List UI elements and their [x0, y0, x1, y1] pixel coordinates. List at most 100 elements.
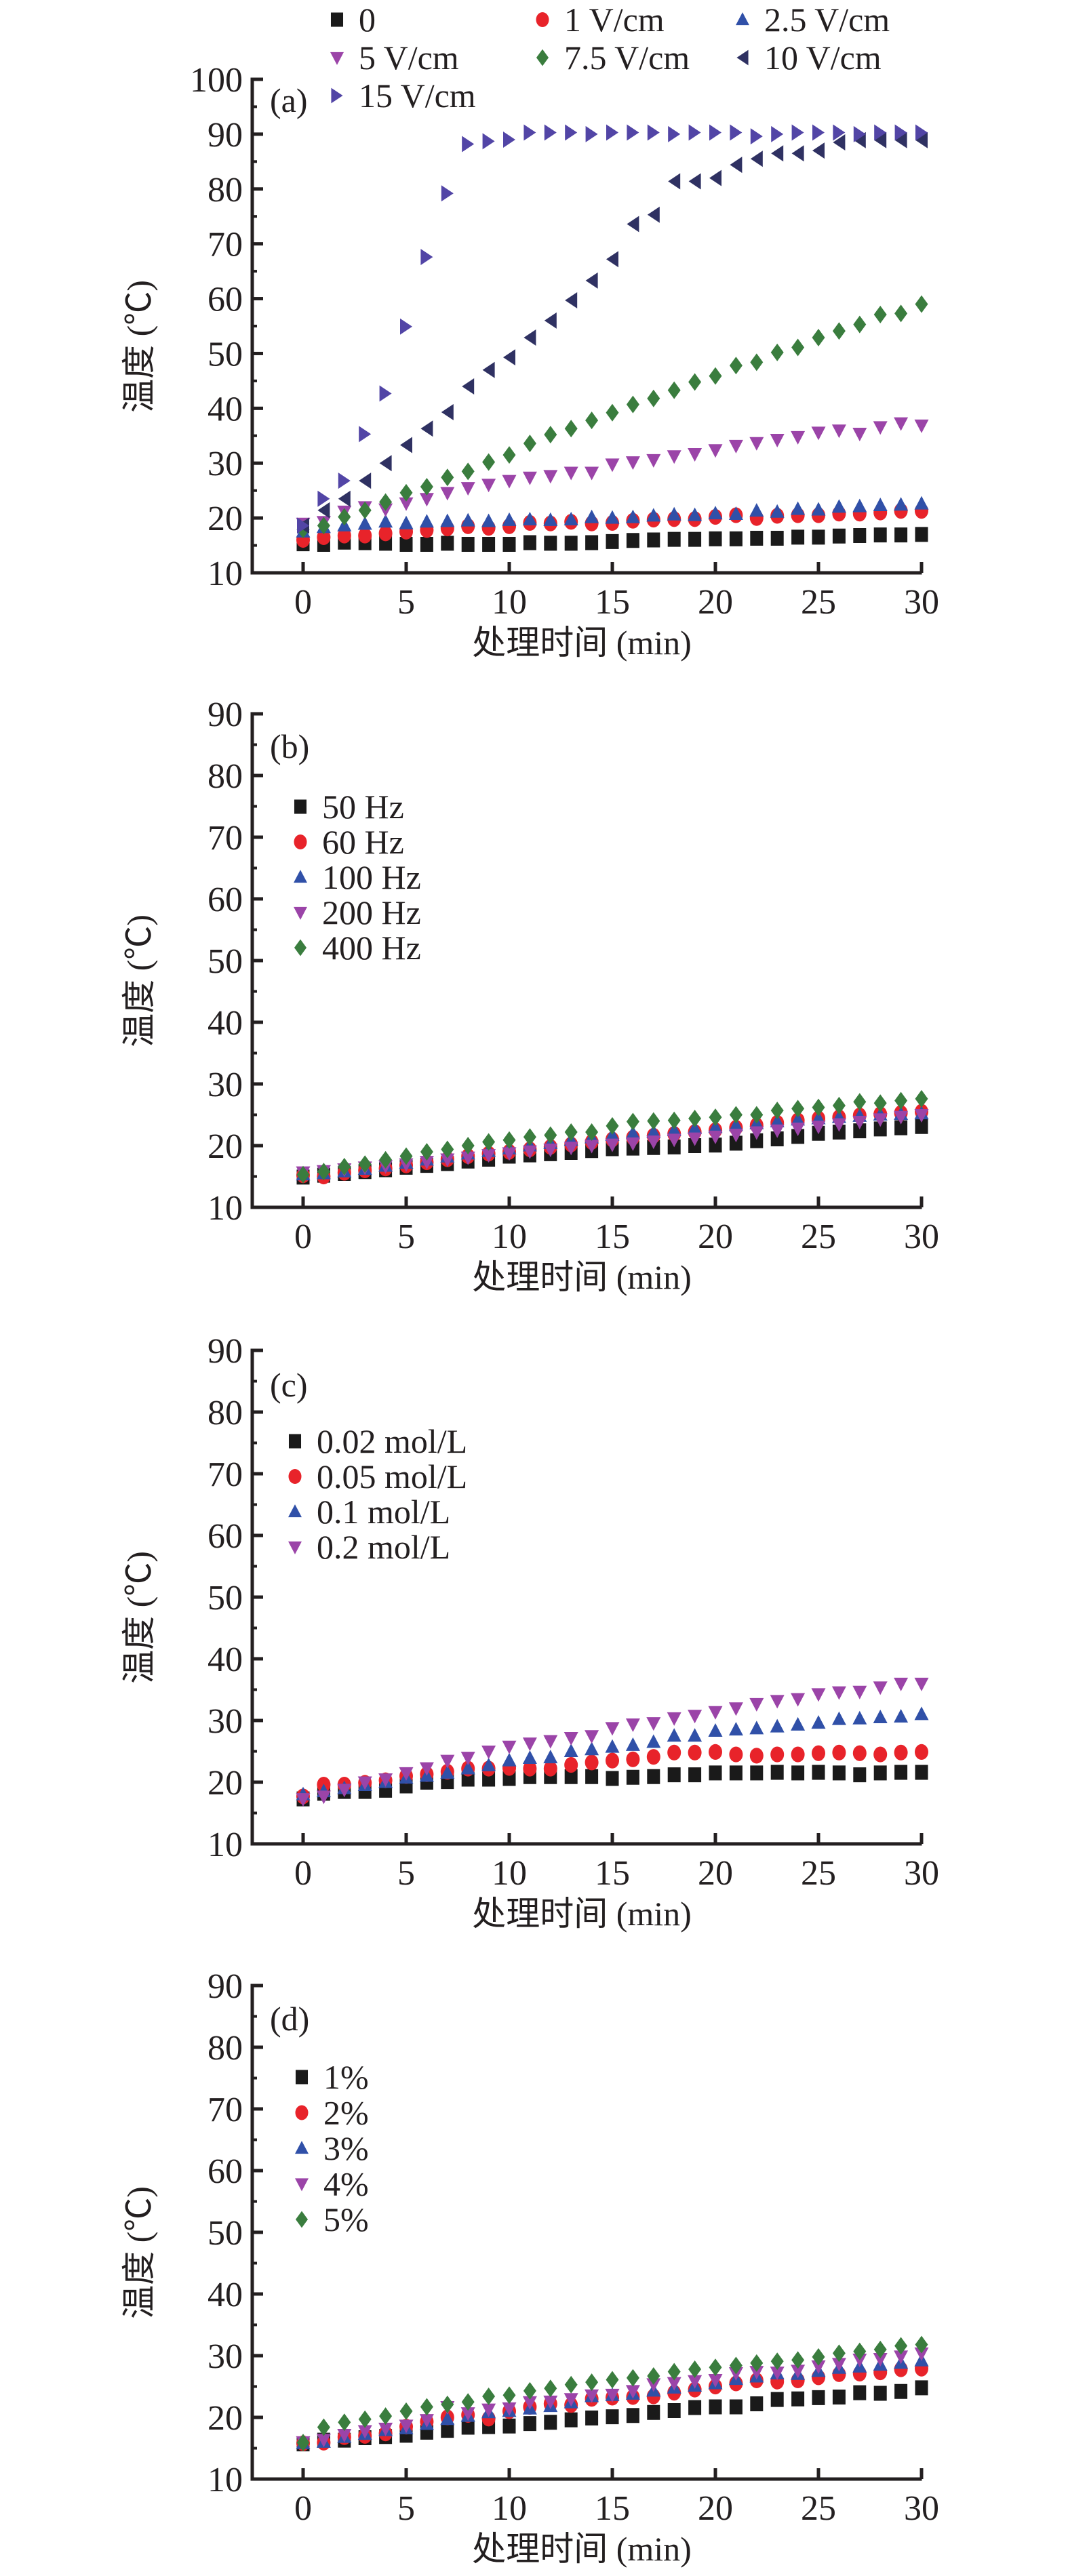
data-point: [750, 1106, 764, 1124]
data-point: [502, 1740, 517, 1754]
data-point: [544, 1126, 557, 1144]
y-tick-label: 60: [207, 1517, 243, 1556]
data-point: [605, 1138, 620, 1152]
x-tick-label: 30: [904, 583, 939, 622]
data-point: [894, 124, 907, 141]
data-point: [461, 462, 475, 481]
data-point: [730, 157, 743, 174]
data-point: [440, 1765, 455, 1779]
data-point: [316, 2434, 331, 2448]
legend-marker-icon: [331, 87, 343, 104]
data-point: [420, 478, 433, 496]
data-point: [317, 517, 330, 535]
data-point: [914, 1677, 929, 1691]
data-point: [894, 1744, 908, 1760]
data-point: [606, 251, 618, 268]
y-tick-label: 90: [207, 696, 243, 734]
data-point: [708, 1723, 723, 1737]
data-point: [729, 1765, 743, 1781]
data-point: [873, 2340, 887, 2358]
data-point: [811, 1121, 826, 1135]
legend-item: 0.2 mol/L: [288, 1528, 450, 1566]
data-point: [522, 2396, 537, 2410]
data-point: [419, 1762, 434, 1776]
data-point: [564, 2375, 578, 2394]
data-point: [770, 2392, 784, 2407]
data-point: [894, 1091, 908, 1110]
data-point: [914, 419, 929, 433]
data-point: [296, 1165, 310, 1184]
data-point: [729, 531, 743, 546]
legend-label: 50 Hz: [322, 788, 404, 826]
legend-marker-icon: [736, 49, 749, 66]
data-point: [482, 1133, 496, 1151]
data-point: [873, 498, 888, 512]
data-point: [915, 1744, 928, 1760]
data-point: [709, 1744, 722, 1760]
data-point: [894, 2337, 908, 2355]
data-point: [811, 426, 826, 441]
data-point: [831, 2358, 846, 2372]
data-point: [358, 2410, 372, 2428]
data-point: [502, 1131, 516, 1149]
data-point: [915, 295, 928, 313]
data-point: [811, 1688, 826, 1702]
series-5%: [296, 2335, 928, 2452]
data-point: [914, 496, 929, 510]
data-point: [894, 527, 908, 543]
data-point: [563, 1731, 578, 1746]
data-point: [399, 1767, 414, 1781]
data-point: [668, 173, 681, 190]
y-tick-label: 30: [207, 2337, 243, 2376]
data-point: [378, 1773, 393, 1787]
data-point: [873, 1113, 888, 1127]
data-point: [646, 2378, 661, 2392]
data-point: [749, 2366, 764, 2380]
data-point: [770, 531, 784, 546]
data-point: [482, 2388, 496, 2406]
data-point: [730, 124, 743, 141]
data-point: [791, 529, 805, 545]
data-point: [667, 1767, 681, 1783]
legend-marker-icon: [536, 12, 549, 28]
data-point: [873, 527, 887, 543]
data-point: [563, 1142, 578, 1156]
data-point: [749, 1720, 764, 1735]
data-point: [791, 430, 806, 445]
data-point: [770, 1746, 785, 1763]
x-tick-label: 10: [492, 583, 527, 622]
x-axis-title: 处理时间 (min): [472, 624, 692, 662]
panel-c: 10 20 30 40 50 60 70 80 90 0 5 10 15 20 25 30 处理时间 (min)…: [120, 1332, 939, 1933]
data-point: [709, 2358, 722, 2377]
y-tick-label: 10: [207, 1826, 243, 1864]
data-point: [564, 420, 578, 438]
data-point: [522, 1737, 537, 1752]
data-point: [771, 145, 784, 162]
data-point: [770, 1124, 785, 1138]
data-point: [523, 329, 536, 346]
y-tick-label: 10: [207, 2461, 243, 2499]
data-point: [750, 353, 764, 371]
data-point: [853, 527, 867, 543]
data-point: [708, 444, 723, 458]
data-point: [523, 1128, 536, 1146]
legend-item: 0.1 mol/L: [288, 1493, 450, 1531]
data-point: [667, 2402, 681, 2418]
legend-label: 60 Hz: [322, 823, 404, 861]
data-point: [812, 142, 825, 159]
data-point: [606, 2409, 619, 2425]
data-point: [399, 1147, 413, 1165]
data-point: [853, 2342, 867, 2360]
data-point: [502, 475, 517, 489]
x-tick-label: 20: [698, 583, 733, 622]
data-point: [873, 1746, 888, 1763]
data-point: [647, 1769, 660, 1784]
data-point: [832, 1744, 846, 1760]
legend-marker-icon: [288, 1434, 302, 1449]
data-point: [461, 2393, 475, 2411]
data-point: [399, 2402, 413, 2420]
data-point: [461, 2419, 475, 2435]
data-point: [791, 1765, 805, 1781]
data-point: [833, 134, 846, 151]
data-point: [688, 1744, 702, 1760]
